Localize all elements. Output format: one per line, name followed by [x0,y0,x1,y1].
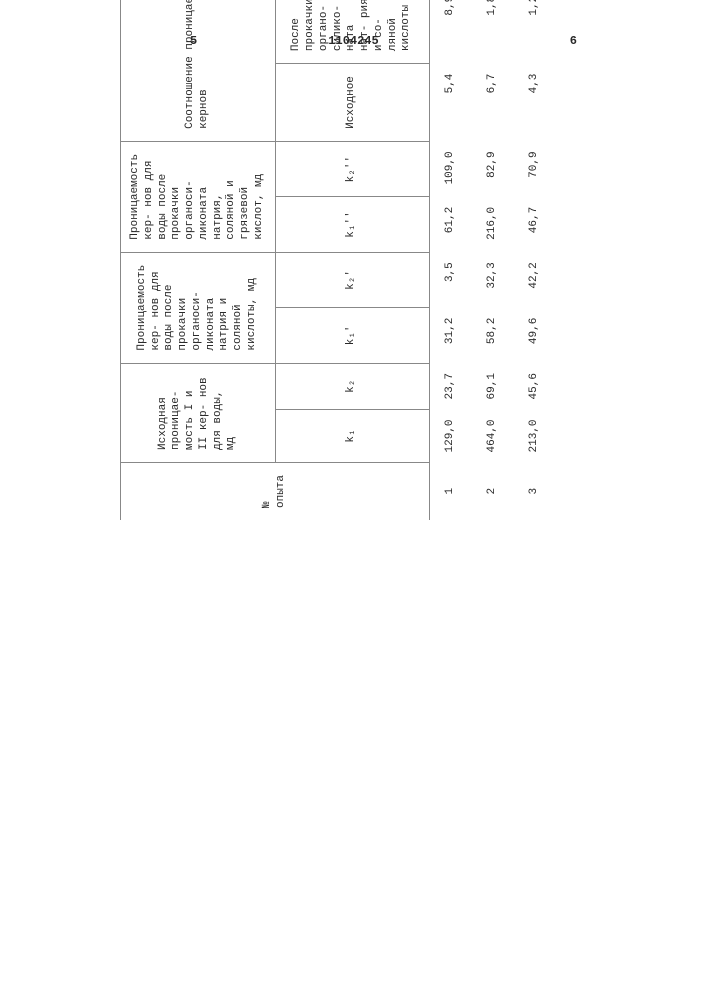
cell-k1p: 31,2 [430,308,472,363]
cell-op: 1 [430,462,472,520]
hdr-k2pp: k₂'' [275,141,430,196]
hdr-k1p: k₁' [275,308,430,363]
cell-rb: 1,2 [514,0,556,64]
hdr-k2: k₂ [275,363,430,409]
hdr-k2p: k₂' [275,252,430,307]
table-row: 1 129,0 23,7 31,2 3,5 61,2 109,0 5,4 8,9… [430,0,472,520]
cell-k2p: 32,3 [472,252,514,307]
cell-k1p: 58,2 [472,308,514,363]
cell-k1pp: 61,2 [430,197,472,252]
hdr-initial: Исходная проницае- мость I и II кер- нов… [121,363,276,462]
cell-op: 3 [514,462,556,520]
cell-k1pp: 46,7 [514,197,556,252]
page: 5 1104245 6 № опыта Исходная проницае- м… [0,0,707,1000]
cell-k2pp: 82,9 [472,141,514,196]
cell-k1p: 49,6 [514,308,556,363]
cell-k2p: 3,5 [430,252,472,307]
page-number-right: 6 [570,34,577,48]
cell-k1pp: 216,0 [472,197,514,252]
cell-ra: 6,7 [472,64,514,142]
cell-k2pp: 109,0 [430,141,472,196]
cell-op: 2 [472,462,514,520]
cell-k1: 129,0 [430,409,472,462]
permeability-table: № опыта Исходная проницае- мость I и II … [120,0,555,520]
cell-k2: 45,6 [514,363,556,409]
hdr-k1: k₁ [275,409,430,462]
hdr-ratio-a: Исходное [275,64,430,142]
cell-ra: 4,3 [514,64,556,142]
cell-k2p: 42,2 [514,252,556,307]
cell-k2pp: 70,9 [514,141,556,196]
table-row: 2 464,0 69,1 58,2 32,3 216,0 82,9 6,7 1,… [472,0,514,520]
table-container: № опыта Исходная проницае- мость I и II … [120,0,555,520]
cell-k1: 464,0 [472,409,514,462]
table-body: 1 129,0 23,7 31,2 3,5 61,2 109,0 5,4 8,9… [430,0,556,520]
hdr-ratio-b: После прокачки органо- силико- ната нат-… [275,0,430,64]
cell-k2: 69,1 [472,363,514,409]
table-row: 3 213,0 45,6 49,6 42,2 46,7 70,9 4,3 1,2… [514,0,556,520]
hdr-k1pp: k₁'' [275,197,430,252]
cell-rb: 8,9 [430,0,472,64]
hdr-op: № опыта [121,462,430,520]
cell-k2: 23,7 [430,363,472,409]
cell-rb: 1,8 [472,0,514,64]
hdr-after1: Проницаемость кер- нов для воды после пр… [121,252,276,363]
cell-k1: 213,0 [514,409,556,462]
cell-ra: 5,4 [430,64,472,142]
hdr-after2: Проницаемость кер- нов для воды после пр… [121,141,276,252]
hdr-ratio: Соотношение проницаемости кернов [121,0,276,141]
